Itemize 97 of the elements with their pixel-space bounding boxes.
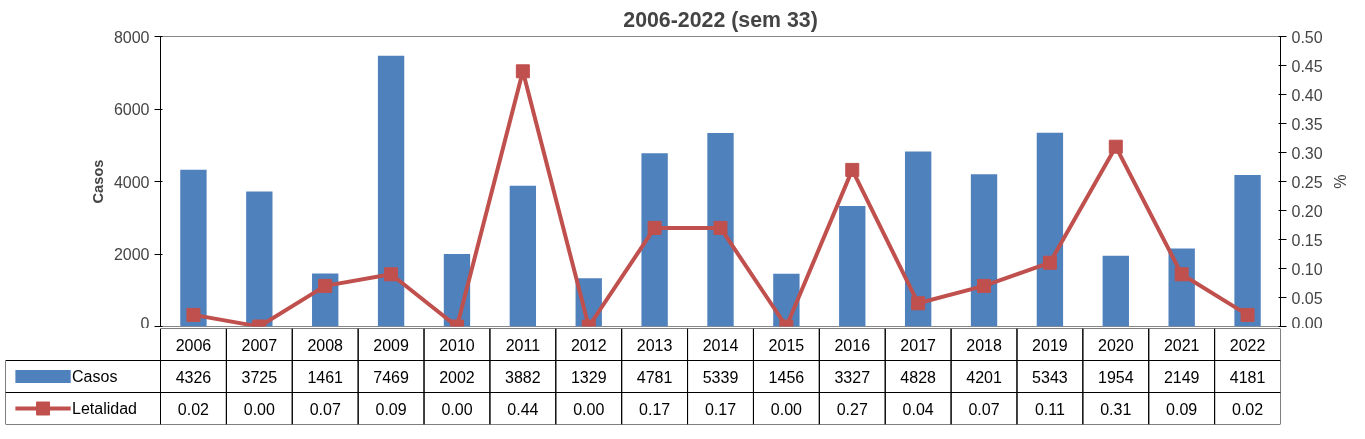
data-label: 1329: [570, 368, 607, 386]
data-label: 4781: [636, 368, 673, 386]
data-label: 0.17: [704, 400, 737, 418]
bar: [1234, 174, 1261, 327]
data-label: 4181: [1229, 368, 1266, 386]
bar: [1102, 255, 1129, 327]
data-label: 0.07: [968, 400, 1000, 418]
y2-tick-label: 0.25: [1291, 173, 1323, 191]
y-tick-label: 4000: [113, 173, 150, 191]
y-tick-label: 8000: [113, 28, 150, 46]
legend-label: Casos: [72, 368, 118, 385]
data-label: 5343: [1032, 368, 1068, 386]
point: [186, 307, 201, 322]
x-tick-label: 2018: [966, 336, 1002, 354]
legend-label: Letalidad: [72, 400, 137, 417]
y2-tick-label: 0.50: [1291, 28, 1323, 46]
point: [515, 64, 530, 79]
y-axis-title: Casos: [89, 159, 106, 204]
data-label: 0.00: [243, 400, 275, 418]
data-label: 0.31: [1100, 400, 1132, 418]
y-tick-label: 6000: [113, 101, 150, 118]
point: [318, 278, 333, 293]
bar: [509, 185, 537, 327]
point: [911, 296, 926, 311]
bar: [641, 153, 668, 327]
data-label: 4828: [900, 368, 937, 386]
point: [1240, 307, 1255, 322]
data-label: 0.00: [441, 400, 473, 418]
bar: [180, 169, 207, 327]
data-label: 0.09: [375, 400, 407, 418]
point: [1174, 267, 1189, 282]
y-tick-label: 2000: [113, 246, 150, 263]
point: [1108, 139, 1123, 154]
y2-tick-label: 0.15: [1291, 231, 1323, 249]
point: [713, 220, 728, 235]
data-label: 7469: [373, 368, 409, 386]
bar: [1036, 132, 1064, 327]
x-tick-label: 2020: [1098, 336, 1134, 354]
x-tick-label: 2021: [1163, 336, 1200, 354]
x-tick-label: 2009: [373, 336, 409, 354]
bar: [246, 191, 273, 327]
point: [845, 162, 860, 177]
data-label: 0.11: [1034, 400, 1065, 418]
bar: [904, 151, 932, 327]
x-tick-label: 2006: [175, 336, 212, 354]
x-tick-label: 2013: [636, 336, 673, 354]
chart-title: 2006-2022 (sem 33): [623, 7, 818, 32]
data-label: 0.02: [177, 400, 210, 418]
data-label: 0.17: [639, 400, 671, 418]
y2-axis-title: %: [1330, 174, 1348, 189]
data-label: 0.44: [507, 400, 539, 418]
x-tick-label: 2008: [307, 336, 344, 354]
x-tick-label: 2010: [439, 336, 475, 354]
data-label: 0.02: [1231, 400, 1264, 418]
point: [1042, 255, 1057, 270]
bar: [839, 205, 866, 327]
x-tick-label: 2007: [241, 336, 278, 354]
bar: [970, 174, 998, 327]
x-tick-label: 2022: [1229, 336, 1266, 354]
data-label: 0.09: [1166, 400, 1198, 418]
x-tick-label: 2017: [900, 336, 937, 354]
point: [647, 220, 662, 235]
x-tick-label: 2011: [505, 336, 541, 354]
y2-tick-label: 0.05: [1291, 289, 1323, 307]
y-tick-label: 0: [140, 314, 150, 332]
x-tick-label: 2012: [570, 336, 607, 354]
data-label: 0.04: [902, 400, 934, 418]
data-label: 3327: [834, 368, 871, 386]
y2-tick-label: 0.20: [1291, 202, 1323, 220]
data-label: 5339: [702, 368, 739, 386]
data-label: 0.00: [770, 400, 803, 418]
data-label: 1954: [1098, 368, 1134, 386]
data-label: 1456: [768, 368, 805, 386]
y2-tick-label: 0.30: [1291, 144, 1323, 162]
x-tick-label: 2016: [834, 336, 871, 354]
data-label: 2002: [439, 368, 475, 386]
y2-tick-label: 0.10: [1291, 260, 1323, 278]
bar: [377, 55, 405, 327]
data-label: 3725: [241, 368, 278, 386]
data-label: 0.07: [309, 400, 341, 418]
data-label: 4201: [966, 368, 1002, 386]
bar: [707, 132, 734, 327]
y2-tick-label: 0.45: [1291, 57, 1323, 75]
data-label: 2149: [1163, 368, 1200, 386]
y2-tick-label: 0.40: [1291, 86, 1323, 104]
y2-tick-label: 0.35: [1291, 115, 1323, 133]
data-label: 0.27: [836, 400, 868, 418]
x-tick-label: 2015: [768, 336, 805, 354]
data-label: 1461: [307, 368, 344, 386]
y2-tick-label: 0.00: [1291, 314, 1323, 332]
point: [384, 267, 399, 282]
x-tick-label: 2019: [1032, 336, 1068, 354]
data-label: 3882: [505, 368, 541, 386]
point: [977, 278, 992, 293]
data-label: 4326: [175, 368, 212, 386]
x-tick-label: 2014: [702, 336, 739, 354]
data-label: 0.00: [573, 400, 605, 418]
